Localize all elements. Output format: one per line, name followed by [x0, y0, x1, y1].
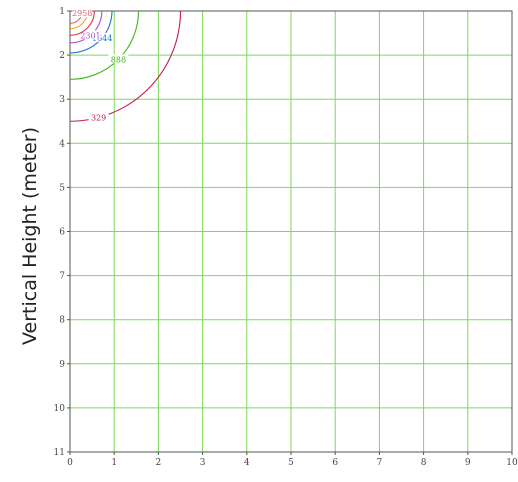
y-tick-label: 3 [59, 95, 65, 105]
contour-line [69, 10, 140, 80]
x-tick-label: 5 [288, 458, 294, 468]
grid-lines [69, 10, 513, 453]
y-tick-label: 10 [54, 404, 66, 414]
contour-label: 2301 [80, 31, 100, 40]
x-tick-label: 3 [200, 458, 206, 468]
contour-label-bg [88, 112, 109, 122]
contour-label-bg [80, 30, 101, 40]
y-axis-ticks: 1 2 3 4 5 6 7 8 9 10 11 [54, 7, 70, 458]
x-tick-label: 1 [111, 458, 117, 468]
x-tick-label: 10 [506, 458, 518, 468]
x-tick-label: 7 [377, 458, 383, 468]
contour-label-bg [92, 32, 113, 42]
x-tick-label: 2 [156, 458, 162, 468]
x-tick-label: 4 [244, 458, 250, 468]
contour-label: 888 [111, 55, 126, 64]
y-tick-label: 2 [59, 51, 65, 61]
contour-line [69, 10, 95, 36]
y-tick-label: 4 [59, 139, 65, 149]
y-tick-label: 9 [59, 360, 65, 370]
contour-label: 2958 [72, 9, 92, 18]
x-tick-label: 6 [332, 458, 338, 468]
y-tick-label: 7 [59, 272, 65, 282]
contour-label-bg [108, 54, 129, 64]
contour-line [69, 10, 182, 122]
contour-label: 1644 [92, 34, 112, 43]
x-axis-ticks: 0 1 2 3 4 5 6 7 8 9 10 [67, 452, 518, 468]
y-tick-label: 6 [59, 228, 65, 238]
y-tick-label: 1 [59, 7, 65, 17]
y-tick-label: 11 [54, 448, 65, 458]
contour-label-bg [72, 8, 93, 18]
y-axis-label: Vertical Height (meter) [19, 127, 41, 345]
x-tick-label: 8 [421, 458, 427, 468]
contour-label: 329 [91, 113, 106, 122]
x-tick-label: 9 [465, 458, 471, 468]
y-tick-label: 8 [59, 316, 65, 326]
x-tick-label: 0 [67, 458, 73, 468]
y-tick-label: 5 [59, 183, 65, 193]
